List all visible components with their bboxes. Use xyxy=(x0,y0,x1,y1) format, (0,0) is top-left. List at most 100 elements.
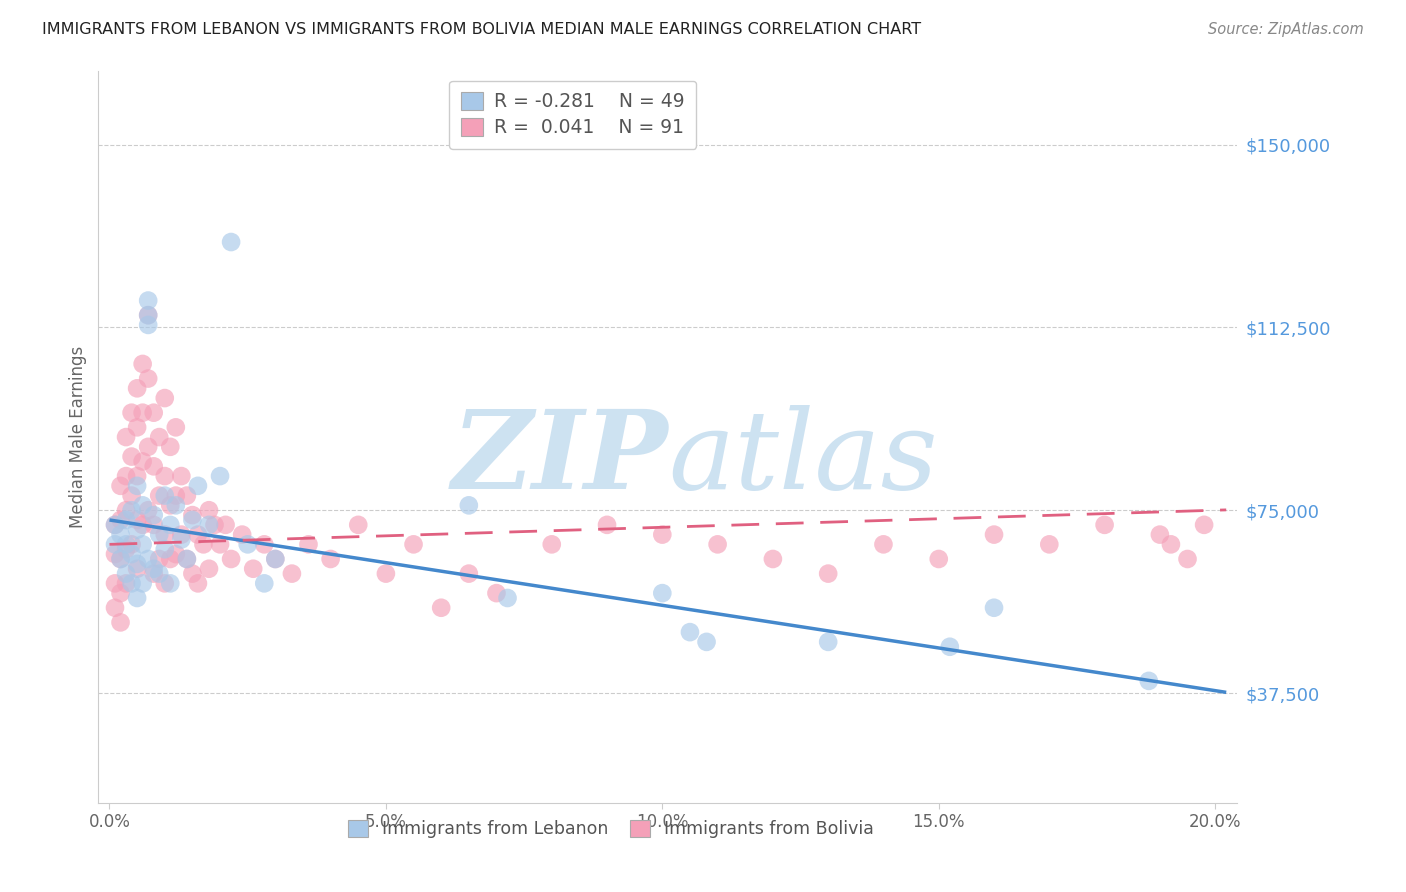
Point xyxy=(209,537,232,551)
Point xyxy=(983,600,1005,615)
Point xyxy=(983,527,1005,541)
Point xyxy=(165,420,187,434)
Point xyxy=(127,513,149,527)
Point xyxy=(136,308,159,322)
Point xyxy=(165,499,187,513)
Point xyxy=(159,499,181,513)
Point xyxy=(181,508,204,522)
Point xyxy=(496,591,519,605)
Point xyxy=(181,566,204,581)
Point xyxy=(136,318,159,332)
Point xyxy=(231,527,253,541)
Point xyxy=(219,552,242,566)
Point xyxy=(115,576,138,591)
Point xyxy=(651,527,673,541)
Point xyxy=(115,537,138,551)
Point xyxy=(142,562,165,576)
Point xyxy=(127,523,149,537)
Point xyxy=(214,517,236,532)
Point xyxy=(121,503,143,517)
Point xyxy=(115,430,138,444)
Point xyxy=(485,586,508,600)
Point xyxy=(110,479,132,493)
Point xyxy=(115,542,138,557)
Point xyxy=(142,566,165,581)
Point xyxy=(121,489,143,503)
Point xyxy=(148,552,170,566)
Point xyxy=(110,552,132,566)
Point xyxy=(148,430,170,444)
Point xyxy=(131,357,153,371)
Point xyxy=(159,517,181,532)
Point xyxy=(131,537,153,551)
Point xyxy=(187,479,209,493)
Point xyxy=(153,542,176,557)
Text: IMMIGRANTS FROM LEBANON VS IMMIGRANTS FROM BOLIVIA MEDIAN MALE EARNINGS CORRELAT: IMMIGRANTS FROM LEBANON VS IMMIGRANTS FR… xyxy=(42,22,921,37)
Point xyxy=(242,562,264,576)
Point xyxy=(817,566,839,581)
Text: atlas: atlas xyxy=(668,405,938,513)
Point xyxy=(115,469,138,483)
Point xyxy=(430,600,453,615)
Point xyxy=(104,517,127,532)
Point xyxy=(198,562,221,576)
Point xyxy=(153,576,176,591)
Point xyxy=(170,527,193,541)
Point xyxy=(872,537,894,551)
Point xyxy=(127,479,149,493)
Point xyxy=(297,537,319,551)
Point xyxy=(136,503,159,517)
Point xyxy=(198,503,221,517)
Point xyxy=(176,552,198,566)
Point xyxy=(127,420,149,434)
Point xyxy=(115,566,138,581)
Point xyxy=(136,552,159,566)
Point xyxy=(176,489,198,503)
Point xyxy=(1160,537,1182,551)
Point xyxy=(281,566,304,581)
Point xyxy=(236,537,259,551)
Point xyxy=(121,576,143,591)
Point xyxy=(347,517,370,532)
Point xyxy=(153,391,176,405)
Legend: Immigrants from Lebanon, Immigrants from Bolivia: Immigrants from Lebanon, Immigrants from… xyxy=(340,814,882,846)
Point xyxy=(928,552,950,566)
Point xyxy=(817,635,839,649)
Point xyxy=(131,499,153,513)
Point xyxy=(181,513,204,527)
Point xyxy=(193,537,215,551)
Point xyxy=(136,293,159,308)
Point xyxy=(127,557,149,571)
Point xyxy=(939,640,962,654)
Point xyxy=(110,527,132,541)
Point xyxy=(110,552,132,566)
Point xyxy=(121,450,143,464)
Point xyxy=(153,469,176,483)
Point xyxy=(1192,517,1215,532)
Point xyxy=(142,508,165,522)
Point xyxy=(457,499,479,513)
Point xyxy=(170,469,193,483)
Point xyxy=(136,440,159,454)
Point xyxy=(148,566,170,581)
Point xyxy=(110,615,132,630)
Point xyxy=(115,503,138,517)
Point xyxy=(142,517,165,532)
Y-axis label: Median Male Earnings: Median Male Earnings xyxy=(69,346,87,528)
Point xyxy=(319,552,342,566)
Point xyxy=(104,600,127,615)
Point xyxy=(136,371,159,385)
Point xyxy=(104,576,127,591)
Point xyxy=(142,406,165,420)
Point xyxy=(253,576,276,591)
Point xyxy=(121,406,143,420)
Point xyxy=(159,576,181,591)
Point xyxy=(104,517,127,532)
Point xyxy=(264,552,287,566)
Point xyxy=(127,562,149,576)
Point xyxy=(131,517,153,532)
Point xyxy=(540,537,562,551)
Point xyxy=(159,552,181,566)
Point xyxy=(110,513,132,527)
Point xyxy=(187,576,209,591)
